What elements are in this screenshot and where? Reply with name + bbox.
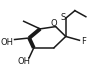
Text: S: S xyxy=(60,13,66,22)
Text: OH: OH xyxy=(17,57,30,66)
Text: F: F xyxy=(81,37,86,46)
Text: OH: OH xyxy=(1,38,14,47)
Text: O: O xyxy=(51,19,58,28)
